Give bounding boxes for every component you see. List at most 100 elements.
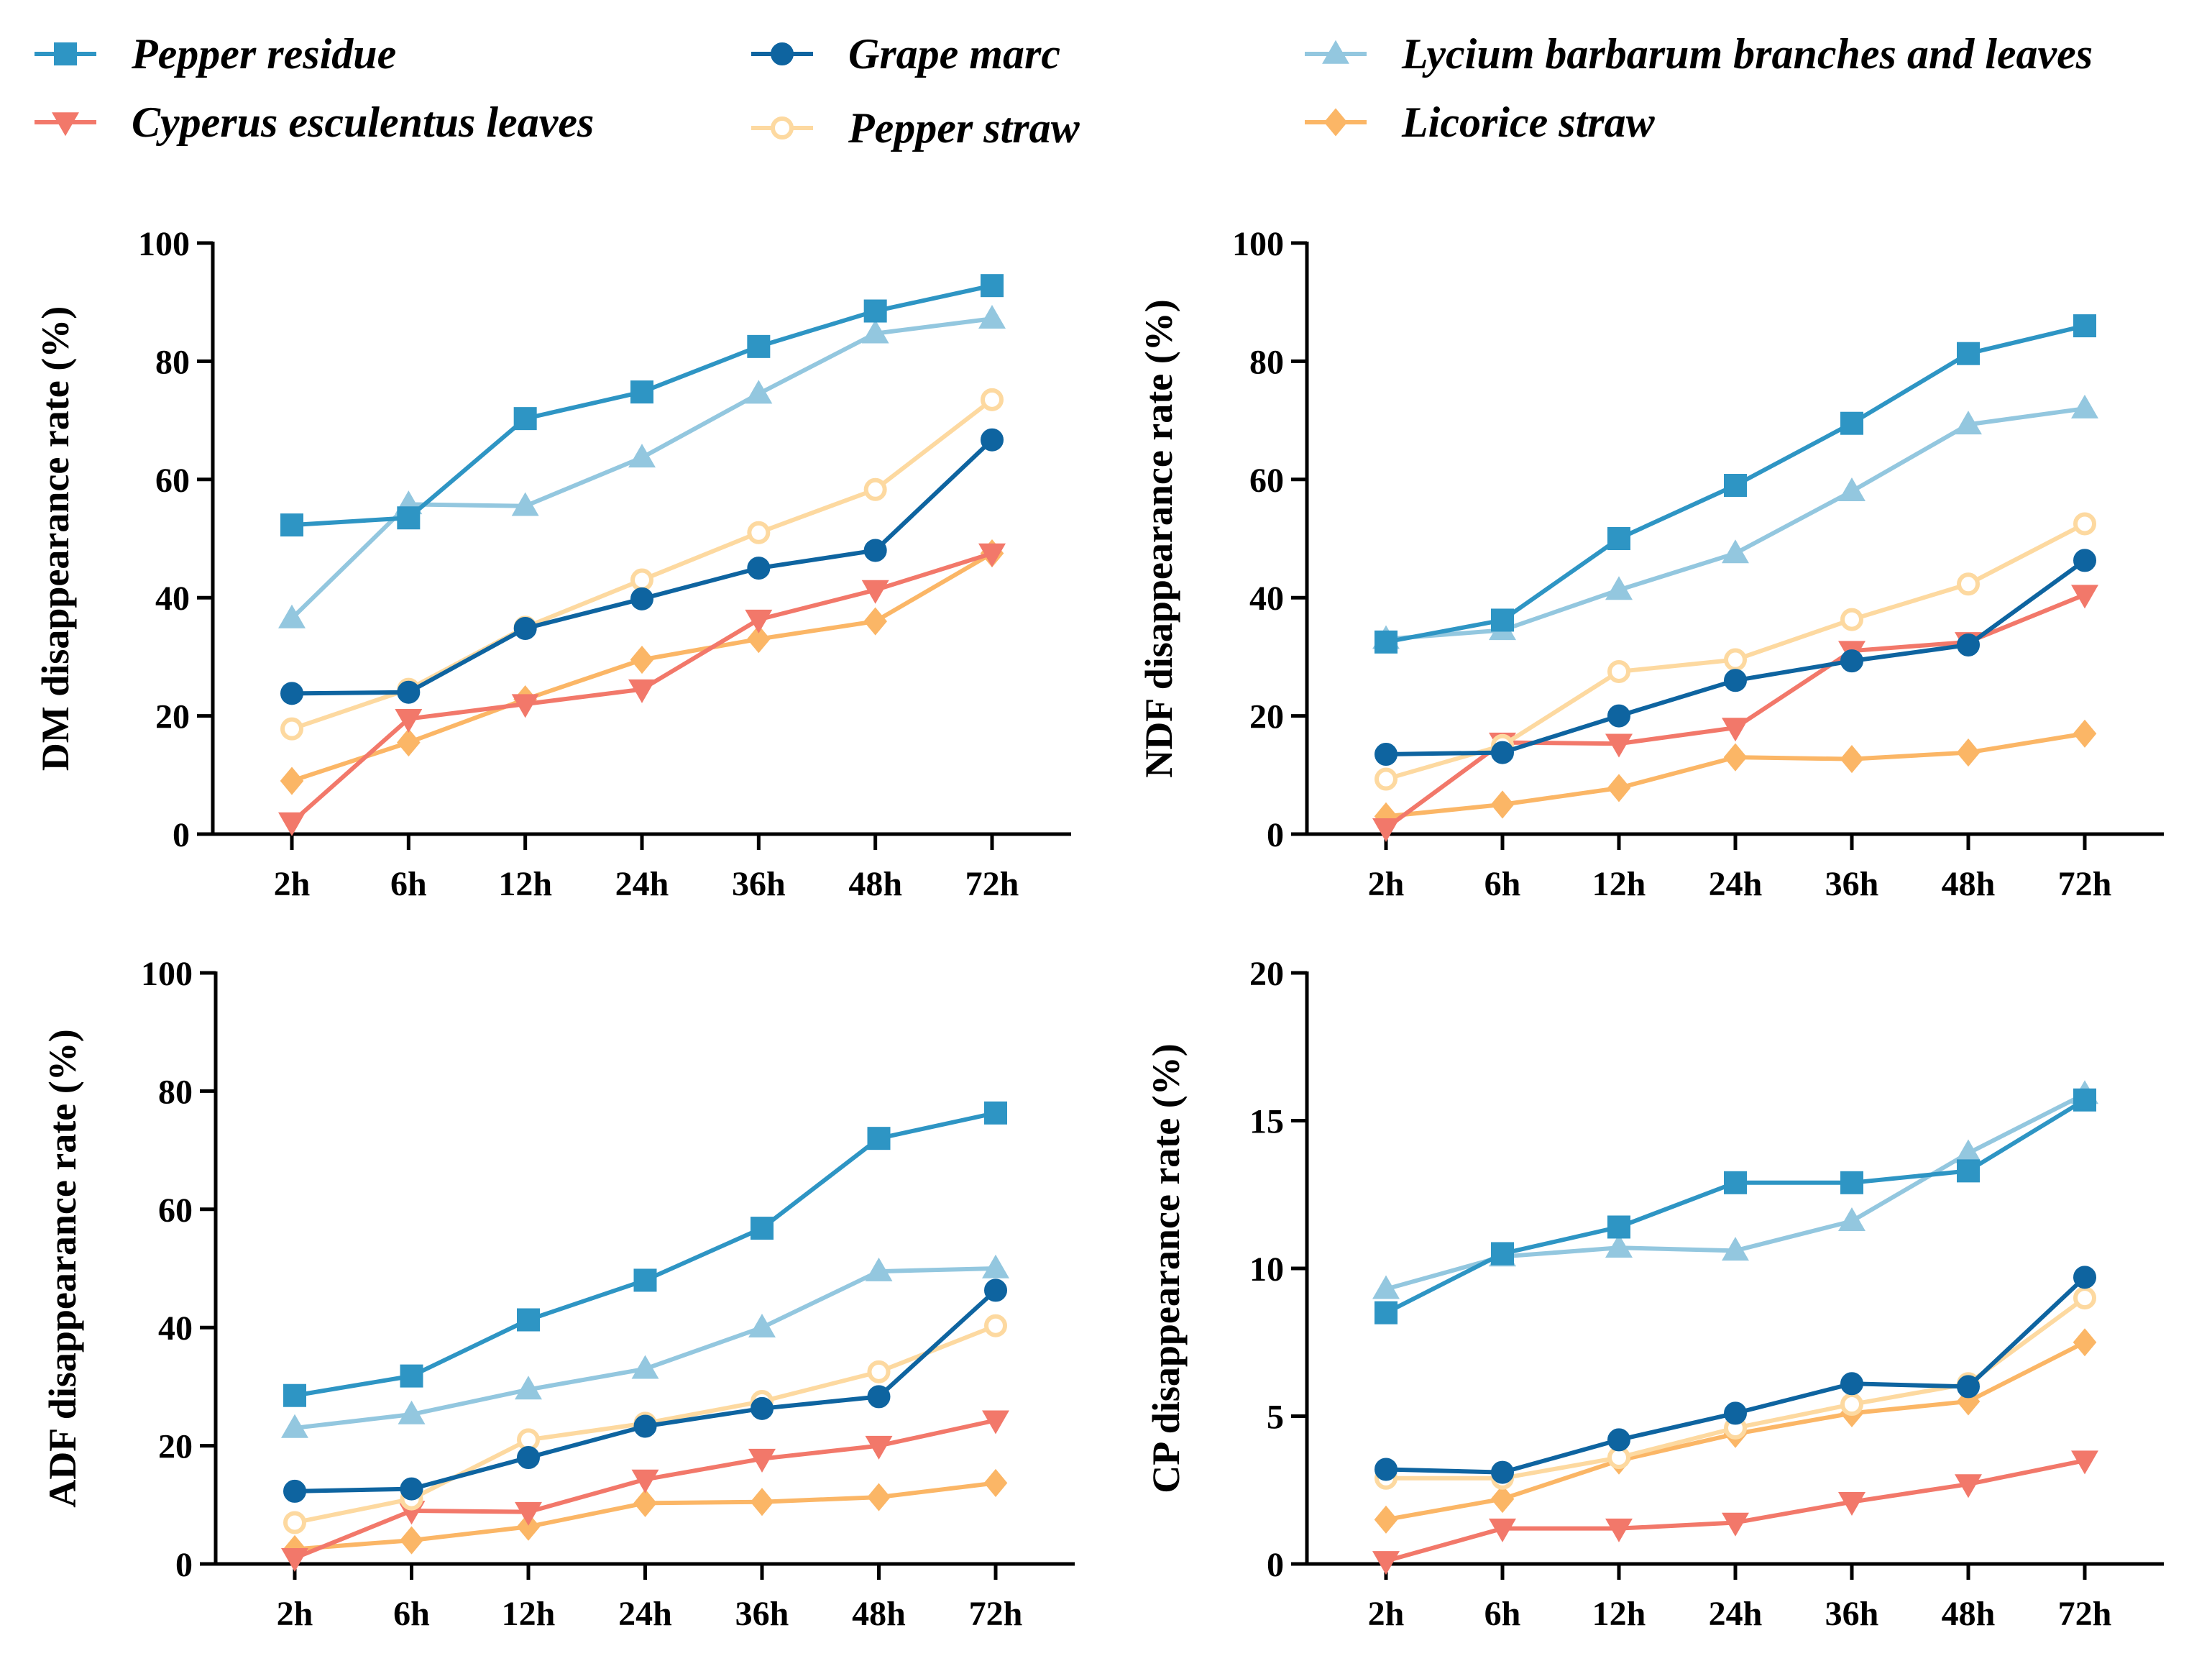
legend-item-pepper-residue: Pepper residue	[35, 30, 396, 78]
data-point	[981, 428, 1004, 452]
data-point	[631, 1469, 659, 1493]
legend-item-grape-marc: Grape marc	[751, 30, 1060, 78]
data-point	[2071, 1450, 2098, 1475]
data-point	[751, 1396, 774, 1420]
data-point	[1838, 1491, 1865, 1516]
y-tick-label: 100	[138, 225, 190, 263]
y-tick-label: 40	[1249, 580, 1284, 618]
legend-marker-diamond	[1323, 108, 1348, 137]
data-point	[1722, 1512, 1749, 1537]
data-point	[1375, 1458, 1398, 1481]
data-point	[1840, 1372, 1863, 1396]
data-point	[278, 604, 306, 628]
data-point	[863, 607, 887, 636]
data-point	[1955, 1474, 1982, 1499]
data-point	[513, 616, 537, 640]
series-grape-marc	[280, 428, 1004, 705]
x-tick-label: 24h	[618, 1595, 672, 1633]
data-point	[2073, 1088, 2096, 1112]
data-point	[1490, 1485, 1515, 1514]
data-point	[1838, 1207, 1865, 1231]
data-point	[2071, 394, 2098, 418]
y-tick-label: 60	[1249, 462, 1284, 500]
series-licorice-straw	[280, 539, 1004, 795]
data-point	[398, 1400, 426, 1424]
x-tick-label: 24h	[1709, 865, 1763, 903]
data-point	[515, 1501, 542, 1526]
x-tick-label: 12h	[498, 865, 552, 903]
data-point	[395, 708, 423, 733]
data-point	[1372, 818, 1400, 843]
y-tick-label: 100	[1232, 225, 1284, 263]
series-lycium-barbarum-branches-and-leaves	[278, 304, 1006, 628]
series-lycium-barbarum-branches-and-leaves	[281, 1254, 1009, 1438]
y-tick-label: 20	[158, 1428, 193, 1466]
data-point	[1955, 1139, 1982, 1163]
data-point	[1489, 1518, 1516, 1542]
data-point	[1372, 1275, 1400, 1299]
cp-chart-panel: 0 5 10 15 20 2h 6h 12h 24h 36h 48h 72h CP disappeara…	[1144, 955, 2164, 1633]
data-point	[281, 1548, 308, 1573]
legend-marker-triangle-down	[52, 112, 79, 137]
data-point	[747, 521, 771, 544]
data-point	[1607, 1215, 1630, 1239]
data-point	[865, 1257, 893, 1281]
data-point	[630, 645, 654, 674]
data-point	[631, 1355, 659, 1379]
data-point	[1838, 477, 1865, 501]
data-point	[982, 1254, 1009, 1278]
series-grape-marc	[1375, 549, 2096, 767]
y-tick-label: 80	[1249, 343, 1284, 381]
x-tick-label: 24h	[1709, 1595, 1763, 1633]
x-tick-label: 36h	[1825, 1595, 1879, 1633]
data-point	[400, 1364, 423, 1388]
data-point	[630, 380, 653, 404]
data-point	[2073, 1266, 2096, 1289]
data-point	[748, 1313, 776, 1337]
data-point	[867, 1127, 891, 1150]
ndf-chart-panel: 0 20 40 60 80 100 2h 6h 12h 24h 36h 48h 72h NDF disap…	[1137, 225, 2164, 903]
x-tick-label: 24h	[615, 865, 669, 903]
data-point	[515, 1376, 542, 1400]
data-point	[751, 1217, 774, 1240]
data-point	[867, 1385, 891, 1409]
y-tick-label: 60	[158, 1191, 193, 1230]
data-point	[633, 1268, 657, 1292]
data-point	[745, 380, 773, 404]
x-tick-label: 2h	[277, 1595, 313, 1633]
y-tick-label: 20	[1249, 698, 1284, 736]
data-point	[867, 1360, 891, 1383]
data-point	[861, 319, 889, 344]
y-axis-title: NDF disappearance rate (%)	[1137, 299, 1180, 777]
data-point	[1605, 1518, 1633, 1542]
data-point	[747, 625, 771, 654]
series-line	[291, 283, 993, 528]
data-point	[1491, 1242, 1514, 1266]
legend-marker-triangle-up	[1322, 40, 1349, 64]
series-line	[294, 1110, 996, 1398]
legend-marker-circle	[771, 42, 794, 65]
data-point	[1605, 1233, 1633, 1258]
series-grape-marc	[283, 1278, 1007, 1503]
y-tick-label: 15	[1249, 1103, 1284, 1141]
data-point	[1607, 1428, 1630, 1452]
data-point	[1375, 630, 1398, 654]
series-pepper-residue	[1375, 1088, 2096, 1325]
data-point	[397, 680, 421, 704]
y-axis-title: DM disappearance rate (%)	[34, 306, 77, 771]
data-point	[1724, 1171, 1747, 1194]
data-point	[513, 407, 537, 431]
data-point	[511, 492, 539, 516]
data-point	[1724, 648, 1747, 672]
legend-label: Pepper residue	[131, 30, 396, 78]
series-line	[1385, 406, 2085, 641]
y-tick-label: 0	[1267, 1546, 1284, 1584]
data-point	[1723, 743, 1748, 772]
data-point	[517, 1446, 540, 1470]
data-point	[630, 568, 653, 592]
data-point	[517, 1308, 540, 1332]
data-point	[1607, 774, 1631, 802]
data-point	[748, 1448, 776, 1473]
data-point	[630, 587, 653, 610]
